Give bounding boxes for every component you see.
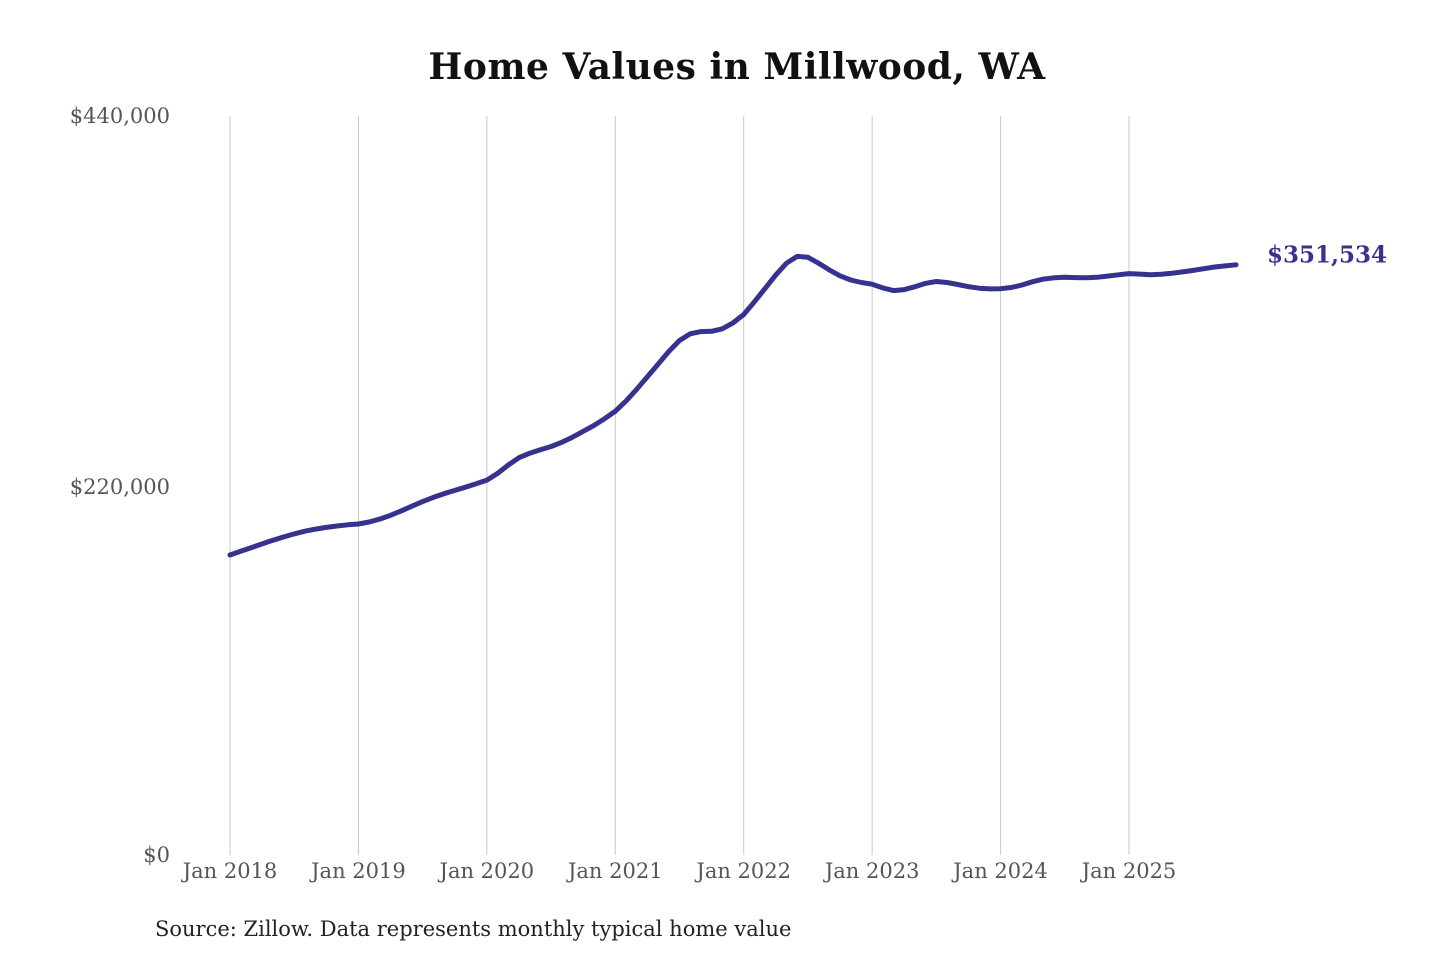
chart-title: Home Values in Millwood, WA: [428, 46, 1046, 88]
x-axis-label-jan-2019: Jan 2019: [311, 859, 406, 883]
x-axis-label-jan-2020: Jan 2020: [439, 859, 535, 883]
x-axis-label-jan-2024: Jan 2024: [953, 859, 1048, 883]
x-axis-label-jan-2022: Jan 2022: [696, 859, 791, 883]
current-value-label: $351,534: [1267, 241, 1388, 269]
y-axis-label-0: $0: [143, 843, 170, 867]
x-axis-label-jan-2025: Jan 2025: [1081, 859, 1177, 883]
y-axis-label-220000: $220,000: [69, 475, 170, 499]
x-axis-label-jan-2018: Jan 2018: [182, 859, 278, 883]
source-note: Source: Zillow. Data represents monthly …: [155, 917, 792, 941]
x-axis-label-jan-2023: Jan 2023: [824, 859, 920, 883]
gridlines: [229, 116, 1130, 855]
y-axis-label-440000: $440,000: [69, 104, 170, 128]
home-value-line: [227, 253, 1239, 558]
x-axis-label-jan-2021: Jan 2021: [567, 859, 663, 883]
